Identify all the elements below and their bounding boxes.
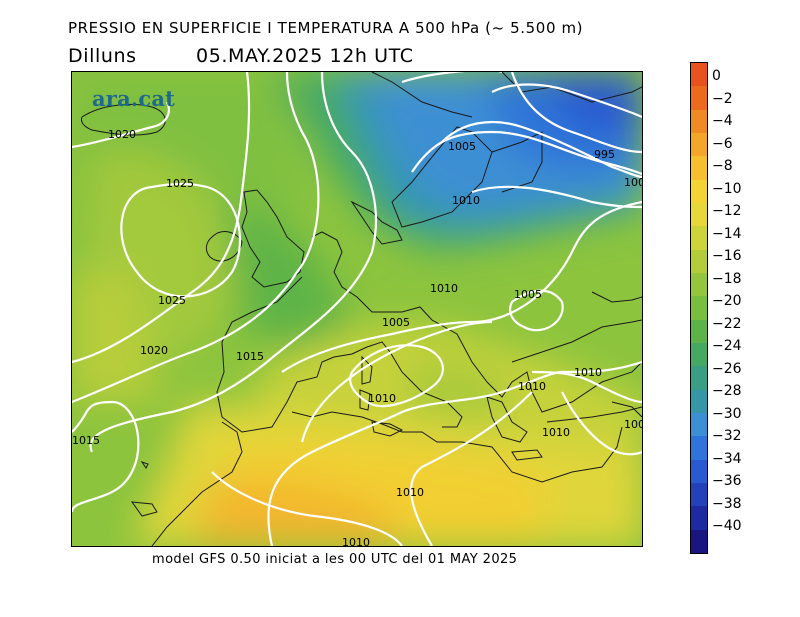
colorbar-label: −6: [712, 135, 733, 152]
colorbar-segment: [691, 179, 707, 204]
colorbar-segment: [691, 133, 707, 157]
colorbar-label: −20: [712, 293, 742, 309]
colorbar-segment: [691, 156, 707, 181]
colorbar-label: −22: [712, 315, 742, 332]
map-title: PRESSIO EN SUPERFICIE I TEMPERATURA A 50…: [68, 19, 584, 37]
colorbar-segment: [691, 343, 707, 367]
map-canvas: 1020 1025 1025 1020 1015 1015 1005 1010 …: [72, 72, 642, 546]
colorbar-segment: [691, 86, 707, 111]
colorbar-segment: [691, 389, 707, 414]
model-info: model GFS 0.50 iniciat a les 00 UTC del …: [152, 552, 518, 567]
isobar-label: 100: [624, 418, 642, 431]
isobar-label: 100: [624, 176, 642, 189]
colorbar-segment: [691, 506, 707, 531]
ara-cat-logo: ara.cat: [92, 86, 176, 111]
isobar-label: 1025: [166, 177, 194, 190]
isobar-label: 1010: [518, 380, 546, 393]
colorbar-segment: [691, 459, 707, 484]
weekday-label: Dilluns: [68, 45, 137, 67]
colorbar-segment: [691, 203, 707, 227]
colorbar-label: −34: [712, 450, 742, 467]
colorbar-label: −14: [712, 225, 742, 242]
colorbar-segment: [691, 366, 707, 391]
colorbar-segment: [691, 436, 707, 461]
isobar-label: 1015: [236, 350, 264, 363]
colorbar-label: −38: [712, 495, 742, 512]
colorbar-label: −32: [712, 428, 742, 444]
datetime-label: 05.MAY.2025 12h UTC: [196, 45, 414, 67]
colorbar-label: −12: [712, 203, 742, 219]
isobar-label: 1010: [396, 486, 424, 499]
colorbar-segment: [691, 483, 707, 507]
colorbar-label: −26: [712, 360, 742, 377]
isobar-label: 1025: [158, 294, 186, 307]
colorbar-label: −10: [712, 180, 742, 197]
colorbar-label: −8: [712, 158, 733, 174]
colorbar-segment: [691, 63, 707, 87]
colorbar-segment: [691, 296, 707, 321]
colorbar-segment: [691, 109, 707, 134]
colorbar-segment: [691, 273, 707, 297]
isobar-label: 1005: [514, 288, 542, 301]
isobar-label: 1010: [368, 392, 396, 405]
colorbar-segment: [691, 319, 707, 344]
colorbar-label: −4: [712, 113, 733, 129]
isobar-label: 1010: [542, 426, 570, 439]
isobar-label: 1010: [342, 536, 370, 546]
isobar-label: 1010: [430, 282, 458, 295]
isobar-label: 1020: [140, 344, 168, 357]
colorbar-label: −2: [712, 90, 733, 107]
isobar-labels: 1020 1025 1025 1020 1015 1015 1005 1010 …: [72, 128, 642, 546]
temperature-colorbar: [690, 62, 708, 554]
colorbar-segment: [691, 413, 707, 437]
isobar-lines: [72, 72, 642, 546]
isobar-label: 995: [594, 148, 615, 161]
isobar-label: 1020: [108, 128, 136, 141]
colorbar-label: −36: [712, 473, 742, 489]
colorbar-label: −30: [712, 405, 742, 422]
isobar-label: 1010: [452, 194, 480, 207]
colorbar-label: −28: [712, 383, 742, 399]
colorbar-segment: [691, 529, 707, 554]
colorbar-segment: [691, 249, 707, 274]
isobar-label: 1005: [448, 140, 476, 153]
weather-map: 1020 1025 1025 1020 1015 1015 1005 1010 …: [71, 71, 643, 547]
isobar-label: 1010: [574, 366, 602, 379]
colorbar-label: −18: [712, 270, 742, 287]
colorbar-segment: [691, 226, 707, 251]
colorbar-label: −24: [712, 338, 742, 354]
map-subtitle: Dilluns 05.MAY.2025 12h UTC: [68, 45, 413, 67]
colorbar-label: 0: [712, 68, 721, 84]
isobar-label: 1015: [72, 434, 100, 447]
colorbar-label: −40: [712, 518, 742, 534]
colorbar-label: −16: [712, 248, 742, 264]
isobar-label: 1005: [382, 316, 410, 329]
